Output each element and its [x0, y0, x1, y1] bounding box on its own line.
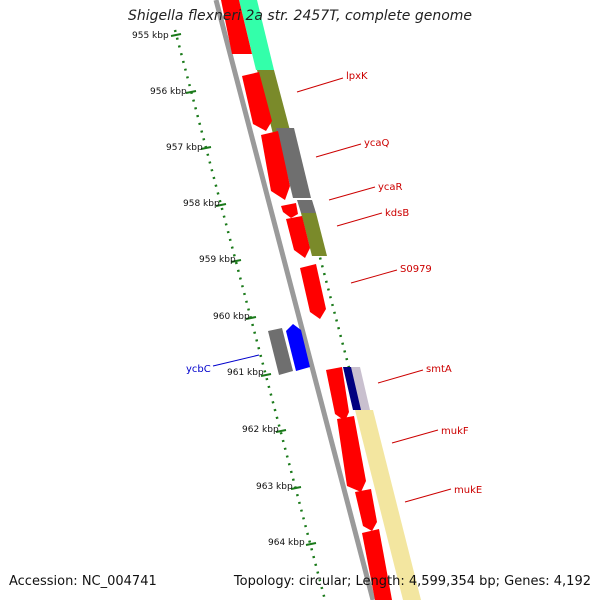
cds-arrow	[326, 367, 349, 421]
connector-line	[404, 488, 452, 503]
tick-mark	[230, 259, 242, 263]
tick-label: 958 kbp	[183, 199, 220, 209]
connector-line	[350, 269, 398, 284]
connector-line	[328, 186, 376, 201]
tick-label: 964 kbp	[268, 538, 305, 548]
outer-dotted-ring	[253, 9, 412, 600]
connector-line	[315, 143, 362, 158]
connector-line	[336, 212, 383, 227]
gene-label: mukF	[441, 426, 469, 437]
tick-mark	[200, 146, 212, 150]
cog-block	[351, 367, 370, 410]
connector-line	[296, 77, 344, 93]
tick-label: 955 kbp	[132, 31, 169, 41]
tick-mark	[260, 373, 272, 377]
cog-block	[239, 0, 274, 70]
connector-line	[212, 354, 260, 367]
gene-label: kdsB	[385, 208, 409, 219]
cds-track	[221, 0, 392, 600]
reverse-track	[268, 324, 310, 375]
label-connectors	[212, 77, 452, 503]
cog-block	[301, 213, 327, 256]
cds-arrow	[286, 216, 310, 258]
cds-arrow	[281, 203, 298, 218]
cds-arrow	[221, 0, 252, 54]
accession-text: Accession: NC_004741	[9, 574, 157, 589]
gene-label: lpxK	[346, 71, 368, 82]
tick-label: 957 kbp	[166, 143, 203, 153]
tick-mark	[185, 90, 197, 94]
tick-label: 962 kbp	[242, 425, 279, 435]
cog-block	[268, 328, 293, 375]
tick-label: 960 kbp	[213, 312, 250, 322]
gene-label: smtA	[426, 364, 452, 375]
gene-label: ycbC	[186, 364, 211, 375]
tick-mark	[305, 542, 317, 546]
tick-label: 956 kbp	[150, 87, 187, 97]
backbone-line	[213, 0, 376, 600]
connector-line	[377, 369, 424, 384]
tick-mark	[245, 316, 257, 320]
connector-line	[391, 429, 439, 444]
cog-band	[239, 0, 421, 600]
cog-block	[355, 410, 421, 600]
tick-ruler	[173, 29, 327, 600]
tick-mark	[215, 203, 227, 207]
gene-label: ycaQ	[364, 138, 390, 149]
gene-label: mukE	[454, 485, 482, 496]
gene-labels: lpxK ycaQ ycaR kdsB S0979 smtA mukF mukE…	[186, 71, 482, 496]
tick-mark	[170, 33, 182, 37]
tick-label: 961 kbp	[227, 368, 264, 378]
tick-marks	[170, 33, 317, 546]
tick-mark	[275, 429, 287, 433]
cds-arrow	[261, 131, 290, 200]
tick-mark	[290, 486, 302, 490]
cds-arrow	[362, 529, 392, 600]
gene-label: S0979	[400, 264, 432, 275]
cds-arrow	[337, 416, 366, 492]
tick-labels: 955 kbp 956 kbp 957 kbp 958 kbp 959 kbp …	[132, 31, 305, 548]
map-title: Shigella flexneri 2a str. 2457T, complet…	[127, 8, 473, 24]
cds-arrow-reverse	[286, 324, 310, 371]
cds-arrow	[355, 489, 377, 531]
cog-block	[297, 200, 316, 213]
cog-block	[257, 70, 292, 138]
cds-arrow	[300, 264, 326, 319]
cds-arrow	[242, 72, 272, 131]
tick-label: 963 kbp	[256, 482, 293, 492]
cog-block	[276, 128, 311, 198]
tick-label: 959 kbp	[199, 255, 236, 265]
gene-label: ycaR	[378, 182, 403, 193]
topology-text: Topology: circular; Length: 4,599,354 bp…	[233, 574, 591, 589]
